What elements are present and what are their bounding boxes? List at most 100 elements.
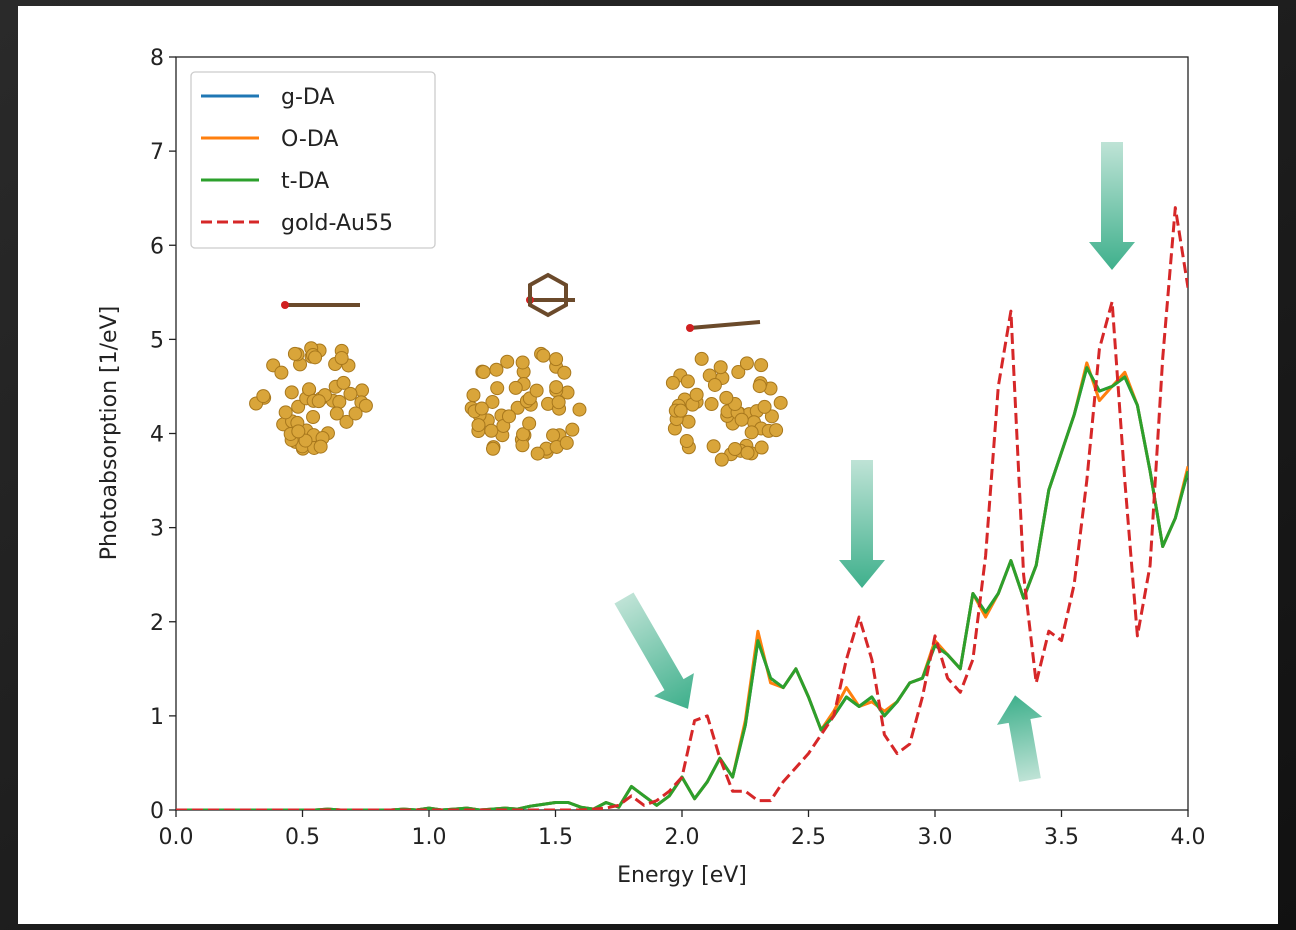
gold-atom: [529, 383, 544, 398]
gold-atom: [719, 390, 734, 405]
gold-atom: [306, 410, 321, 425]
x-tick-label: 4.0: [1171, 825, 1206, 850]
gold-atom: [704, 397, 719, 412]
gold-atom: [551, 395, 566, 410]
gold-atom: [515, 355, 530, 370]
gold-atom: [754, 358, 769, 373]
gold-atom: [308, 350, 323, 365]
legend-box: [190, 71, 436, 249]
gold-atom: [500, 354, 515, 369]
gold-atom: [329, 406, 344, 421]
gold-atom: [665, 375, 680, 390]
gold-atom: [298, 433, 313, 448]
gold-atom: [508, 380, 523, 395]
gold-atom: [713, 360, 728, 375]
gold-atom: [484, 423, 499, 438]
gold-atom: [565, 422, 580, 437]
x-axis-label: Energy [eV]: [617, 863, 747, 888]
gold-atom: [706, 439, 721, 454]
y-tick-label: 6: [150, 234, 164, 259]
gold-atom: [274, 365, 289, 380]
molecule-ring: [528, 272, 568, 318]
gold-atom: [339, 414, 354, 429]
gold-atom: [485, 394, 500, 409]
gold-atom: [486, 441, 501, 456]
gold-atom: [673, 403, 688, 418]
gold-atom: [572, 402, 587, 417]
x-tick-label: 1.5: [538, 825, 573, 850]
gold-atom: [302, 382, 317, 397]
gold-atom: [291, 399, 306, 414]
gold-atom: [769, 423, 784, 438]
x-tick-label: 3.5: [1044, 825, 1079, 850]
arrow: [996, 695, 1043, 782]
x-tick-label: 0.5: [285, 825, 320, 850]
gold-atom: [559, 435, 574, 450]
gold-atom: [694, 351, 709, 366]
y-tick-label: 3: [150, 517, 164, 542]
gold-atom: [744, 425, 759, 440]
gold-atom: [681, 414, 696, 429]
series-line: [176, 206, 1188, 810]
gold-atom: [727, 442, 742, 457]
y-tick-label: 5: [150, 328, 164, 353]
gold-atom: [343, 386, 358, 401]
gold-atom: [348, 406, 363, 421]
gold-atom: [549, 352, 564, 367]
gold-atom: [740, 445, 755, 460]
legend-label: O-DA: [281, 127, 338, 152]
gold-atom: [536, 348, 551, 363]
y-tick-label: 7: [150, 140, 164, 165]
gold-atom: [734, 412, 749, 427]
gold-atom: [358, 398, 373, 413]
gold-atom: [752, 379, 767, 394]
gold-atom: [489, 362, 504, 377]
gold-atom: [773, 395, 788, 410]
gold-atom: [679, 434, 694, 449]
gold-atom: [313, 439, 328, 454]
gold-atom: [311, 394, 326, 409]
gold-atom: [680, 374, 695, 389]
molecule-bond: [689, 320, 761, 330]
gold-atom: [546, 428, 561, 443]
legend-label: t-DA: [281, 169, 329, 194]
gold-atom: [332, 394, 347, 409]
x-tick-label: 1.0: [412, 825, 447, 850]
gold-atom: [501, 409, 516, 424]
gold-atom: [291, 424, 306, 439]
y-tick-label: 4: [150, 423, 164, 448]
gold-atom: [334, 351, 349, 366]
x-tick-label: 2.0: [665, 825, 700, 850]
y-tick-label: 0: [150, 799, 164, 824]
y-axis-label: Photoabsorption [1/eV]: [97, 306, 122, 560]
arrow: [1089, 142, 1135, 270]
legend-label: gold-Au55: [281, 211, 393, 236]
gold-atom: [549, 380, 564, 395]
gold-atom: [764, 409, 779, 424]
molecule-atom: [281, 301, 289, 309]
gold-atom: [714, 452, 729, 467]
gold-atom: [284, 385, 299, 400]
gold-atom: [474, 401, 489, 416]
y-tick-label: 2: [150, 611, 164, 636]
arrows: [614, 142, 1135, 782]
gold-atom: [471, 418, 486, 433]
x-tick-label: 2.5: [791, 825, 826, 850]
insets: [249, 272, 788, 467]
gold-atom: [490, 381, 505, 396]
gold-atom: [739, 356, 754, 371]
gold-atom: [278, 405, 293, 420]
y-tick-label: 8: [150, 46, 164, 71]
gold-atom: [516, 427, 531, 442]
y-tick-label: 1: [150, 705, 164, 730]
gold-atom: [757, 399, 772, 414]
gold-atom: [731, 365, 746, 380]
gold-atom: [466, 388, 481, 403]
gold-atom: [530, 446, 545, 461]
gold-atom: [287, 346, 302, 361]
gold-atom: [754, 440, 769, 455]
gold-atom: [336, 375, 351, 390]
gold-atom: [355, 383, 370, 398]
gold-atom: [689, 387, 704, 402]
